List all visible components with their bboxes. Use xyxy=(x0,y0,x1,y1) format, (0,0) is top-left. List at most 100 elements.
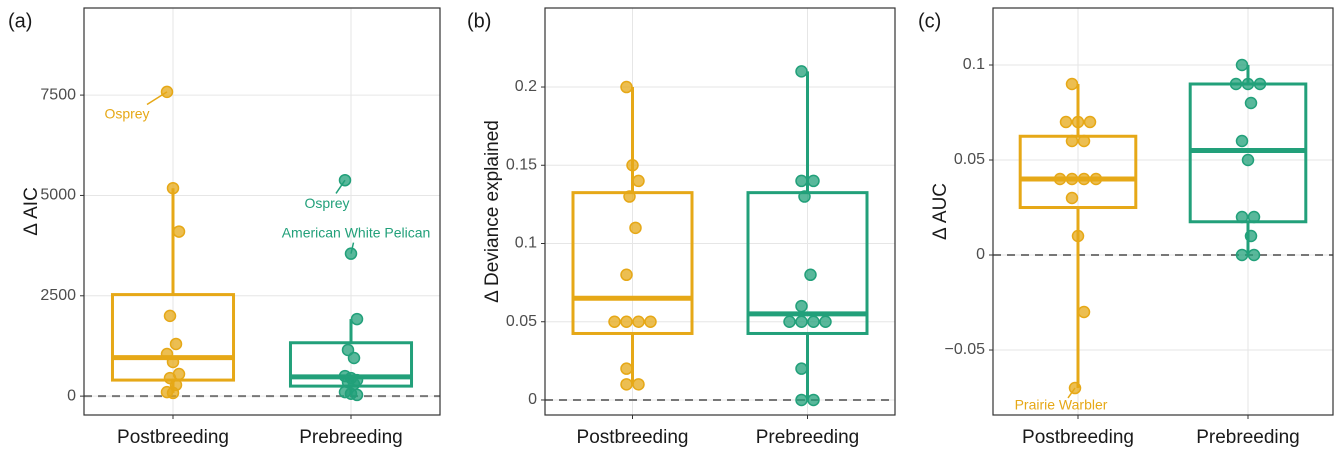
y-axis-label: Δ Deviance explained xyxy=(482,120,503,303)
point xyxy=(1065,191,1079,205)
y-tick-label: 0.1 xyxy=(515,235,537,252)
point xyxy=(1235,248,1249,262)
point xyxy=(1241,77,1255,91)
box xyxy=(1018,134,1138,210)
point xyxy=(795,393,808,407)
y-tick-label: 0.2 xyxy=(515,78,537,95)
point xyxy=(644,315,657,328)
panel: (b) Δ Deviance explained 0 0.05 0.1 0.15 0.2 Po… xyxy=(467,7,896,448)
y-tick-label: 7500 xyxy=(40,86,76,103)
point xyxy=(798,190,811,203)
point xyxy=(172,225,186,238)
point xyxy=(807,315,820,328)
point xyxy=(350,312,364,326)
point xyxy=(795,174,808,188)
y-tick-label: −0.05 xyxy=(945,341,986,358)
y-tick-label: 0.05 xyxy=(506,313,537,330)
point xyxy=(1235,210,1249,224)
point xyxy=(1059,115,1073,129)
label-connector xyxy=(146,91,168,106)
x-tick-label: Prebreeding xyxy=(756,427,860,448)
point xyxy=(1235,58,1249,72)
point-label: Osprey xyxy=(304,195,349,211)
point xyxy=(1229,77,1243,91)
point xyxy=(795,315,808,328)
point xyxy=(632,315,645,328)
point xyxy=(807,393,820,407)
label-connector xyxy=(350,242,355,254)
point xyxy=(166,355,180,369)
point xyxy=(1083,115,1097,129)
y-axis-label: Δ AUC xyxy=(930,183,951,240)
point xyxy=(626,159,639,172)
point xyxy=(1244,229,1258,243)
point xyxy=(608,315,621,328)
point xyxy=(1247,248,1261,262)
x-tick-label: Postbreeding xyxy=(117,427,229,448)
point xyxy=(1053,172,1067,186)
point xyxy=(620,268,633,282)
point xyxy=(795,362,808,375)
x-tick-label: Prebreeding xyxy=(299,427,403,448)
point xyxy=(1071,229,1085,243)
point-label: American White Pelican xyxy=(282,224,431,240)
point xyxy=(1089,172,1103,186)
panel-label: (a) xyxy=(8,10,32,32)
point xyxy=(163,309,177,323)
point xyxy=(1244,96,1258,110)
point xyxy=(1071,115,1085,129)
point xyxy=(169,337,183,351)
point xyxy=(1253,77,1267,91)
point xyxy=(1065,172,1079,186)
point xyxy=(620,362,633,375)
point xyxy=(795,65,808,78)
y-axis-label: Δ AIC xyxy=(21,187,42,236)
x-tick-label: Postbreeding xyxy=(577,427,689,448)
point xyxy=(1247,210,1261,224)
point xyxy=(783,315,796,328)
panel-label: (b) xyxy=(467,10,491,32)
point xyxy=(350,388,364,402)
x-tick-label: Postbreeding xyxy=(1022,427,1134,448)
point xyxy=(629,221,642,235)
label-connector xyxy=(1067,387,1076,399)
y-tick-label: 0.1 xyxy=(963,56,985,73)
point xyxy=(1241,153,1255,167)
point xyxy=(166,181,180,195)
point xyxy=(1077,305,1091,319)
panel: (a) Δ AIC 0 2500 5000 7500 Postbreeding Prebree… xyxy=(8,7,441,448)
point xyxy=(1077,172,1091,186)
point xyxy=(804,268,817,282)
plot-frame xyxy=(83,7,441,416)
point xyxy=(1065,134,1079,148)
point xyxy=(347,351,361,365)
label-connector xyxy=(335,179,346,194)
panel: (c) Δ AUC −0.05 0 0.05 0.1 Postbreeding Prebree… xyxy=(918,7,1334,448)
y-tick-label: 0.05 xyxy=(954,151,985,168)
plot-frame xyxy=(544,7,896,416)
point xyxy=(1077,134,1091,148)
point xyxy=(166,386,180,400)
point xyxy=(632,174,645,188)
point xyxy=(1235,134,1249,148)
y-tick-label: 0.15 xyxy=(506,156,537,173)
point xyxy=(632,378,645,391)
panel-label: (c) xyxy=(918,10,941,32)
plot-frame xyxy=(992,7,1334,416)
y-tick-label: 0 xyxy=(528,391,537,408)
point xyxy=(819,315,832,328)
point xyxy=(620,80,633,94)
y-tick-label: 0 xyxy=(976,246,985,263)
point xyxy=(795,299,808,313)
point-label: Prairie Warbler xyxy=(1015,397,1108,413)
point xyxy=(807,174,820,188)
y-tick-label: 5000 xyxy=(40,187,76,204)
point xyxy=(620,315,633,328)
x-tick-label: Prebreeding xyxy=(1196,427,1300,448)
point-label: Osprey xyxy=(104,106,149,122)
y-tick-label: 2500 xyxy=(40,287,76,304)
point xyxy=(620,378,633,391)
point xyxy=(623,190,636,203)
point xyxy=(1065,77,1079,91)
